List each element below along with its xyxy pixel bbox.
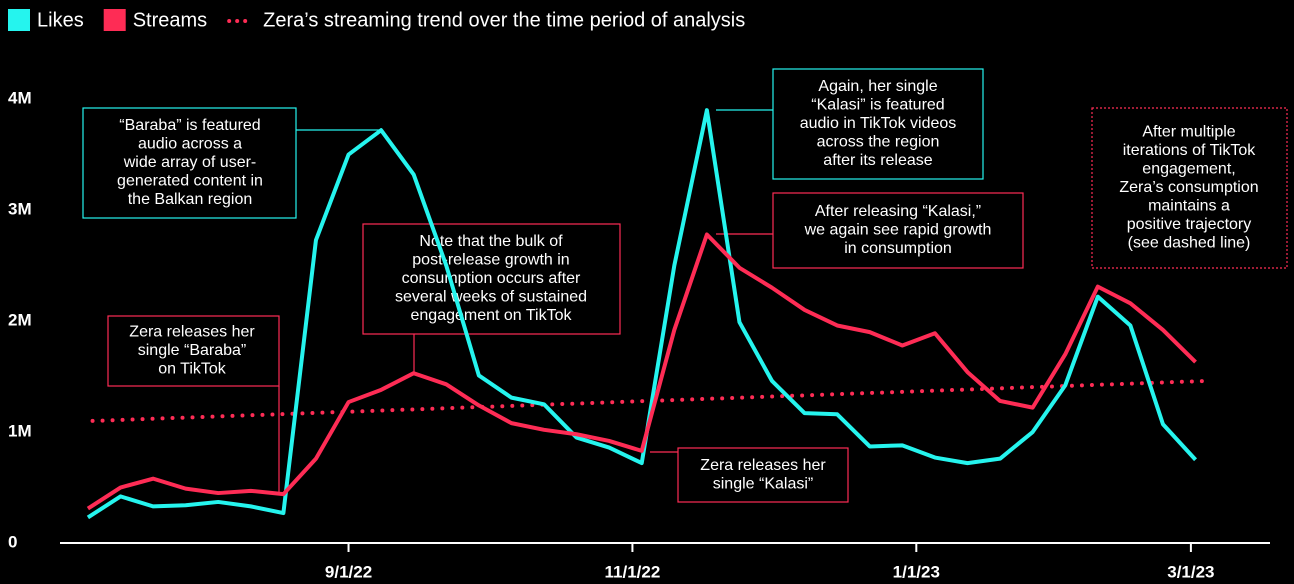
y-tick-label: 3M — [8, 200, 32, 219]
annotation-text: “Kalasi” is featured — [811, 97, 944, 114]
series-line — [86, 108, 1198, 520]
annotation-text: Zera’s consumption — [1119, 179, 1258, 196]
legend-label: Streams — [133, 9, 207, 31]
annotation-box — [362, 223, 621, 335]
annotation-text: After releasing “Kalasi,” — [815, 203, 981, 220]
annotation-text: across the region — [817, 134, 940, 151]
y-tick-label: 1M — [8, 422, 32, 441]
y-tick-label: 0 — [8, 532, 17, 551]
annotation-text: engagement on TikTok — [411, 307, 573, 324]
annotation-text: audio in TikTok videos — [800, 115, 957, 132]
annotation-text: engagement, — [1142, 161, 1235, 178]
annotation-text: Note that the bulk of — [419, 233, 563, 250]
annotation-text: audio across a — [138, 136, 242, 153]
annotation-text: the Balkan region — [128, 191, 253, 208]
legend-swatch — [103, 9, 126, 31]
annotation-text: several weeks of sustained — [395, 289, 587, 306]
annotation-text: iterations of TikTok — [1123, 142, 1257, 159]
annotation-text: maintains a — [1148, 198, 1230, 215]
annotation-text: After multiple — [1142, 124, 1235, 141]
annotation-text: single “Kalasi” — [713, 475, 813, 492]
x-tick-label: 1/1/23 — [893, 562, 940, 581]
annotation-text: consumption occurs after — [402, 270, 581, 287]
x-tick-label: 11/1/22 — [605, 562, 661, 581]
legend-label: Zera’s streaming trend over the time per… — [263, 9, 745, 31]
annotation-text: single “Baraba” — [138, 342, 247, 359]
y-tick-label: 4M — [8, 89, 32, 108]
annotation-text: Zera releases her — [129, 324, 255, 341]
legend-label: Likes — [37, 9, 84, 31]
annotation-text: on TikTok — [158, 361, 227, 378]
annotation-text: “Baraba” is featured — [119, 117, 260, 134]
x-tick-label: 9/1/22 — [325, 562, 372, 581]
annotation-text: Again, her single — [818, 78, 937, 95]
y-tick-label: 2M — [8, 311, 32, 330]
annotation-text: after its release — [823, 152, 932, 169]
annotation-box — [1091, 107, 1288, 269]
annotation-text: Zera releases her — [700, 457, 826, 474]
series-line — [86, 232, 1197, 511]
annotation-box — [107, 315, 280, 387]
annotation-text: positive trajectory — [1127, 216, 1252, 233]
legend-swatch — [8, 9, 30, 31]
annotation-text: wide array of user- — [123, 154, 257, 171]
annotation-text: generated content in — [117, 173, 263, 190]
annotation-text: we again see rapid growth — [804, 222, 992, 239]
annotation-text: (see dashed line) — [1128, 235, 1251, 252]
annotation-text: in consumption — [844, 240, 952, 257]
annotation-box — [677, 447, 849, 503]
annotation-box — [772, 192, 1024, 269]
annotation-text: post-release growth in — [412, 252, 569, 269]
annotation-box — [772, 68, 984, 180]
x-tick-label: 3/1/23 — [1167, 562, 1214, 581]
annotation-box — [82, 107, 297, 219]
